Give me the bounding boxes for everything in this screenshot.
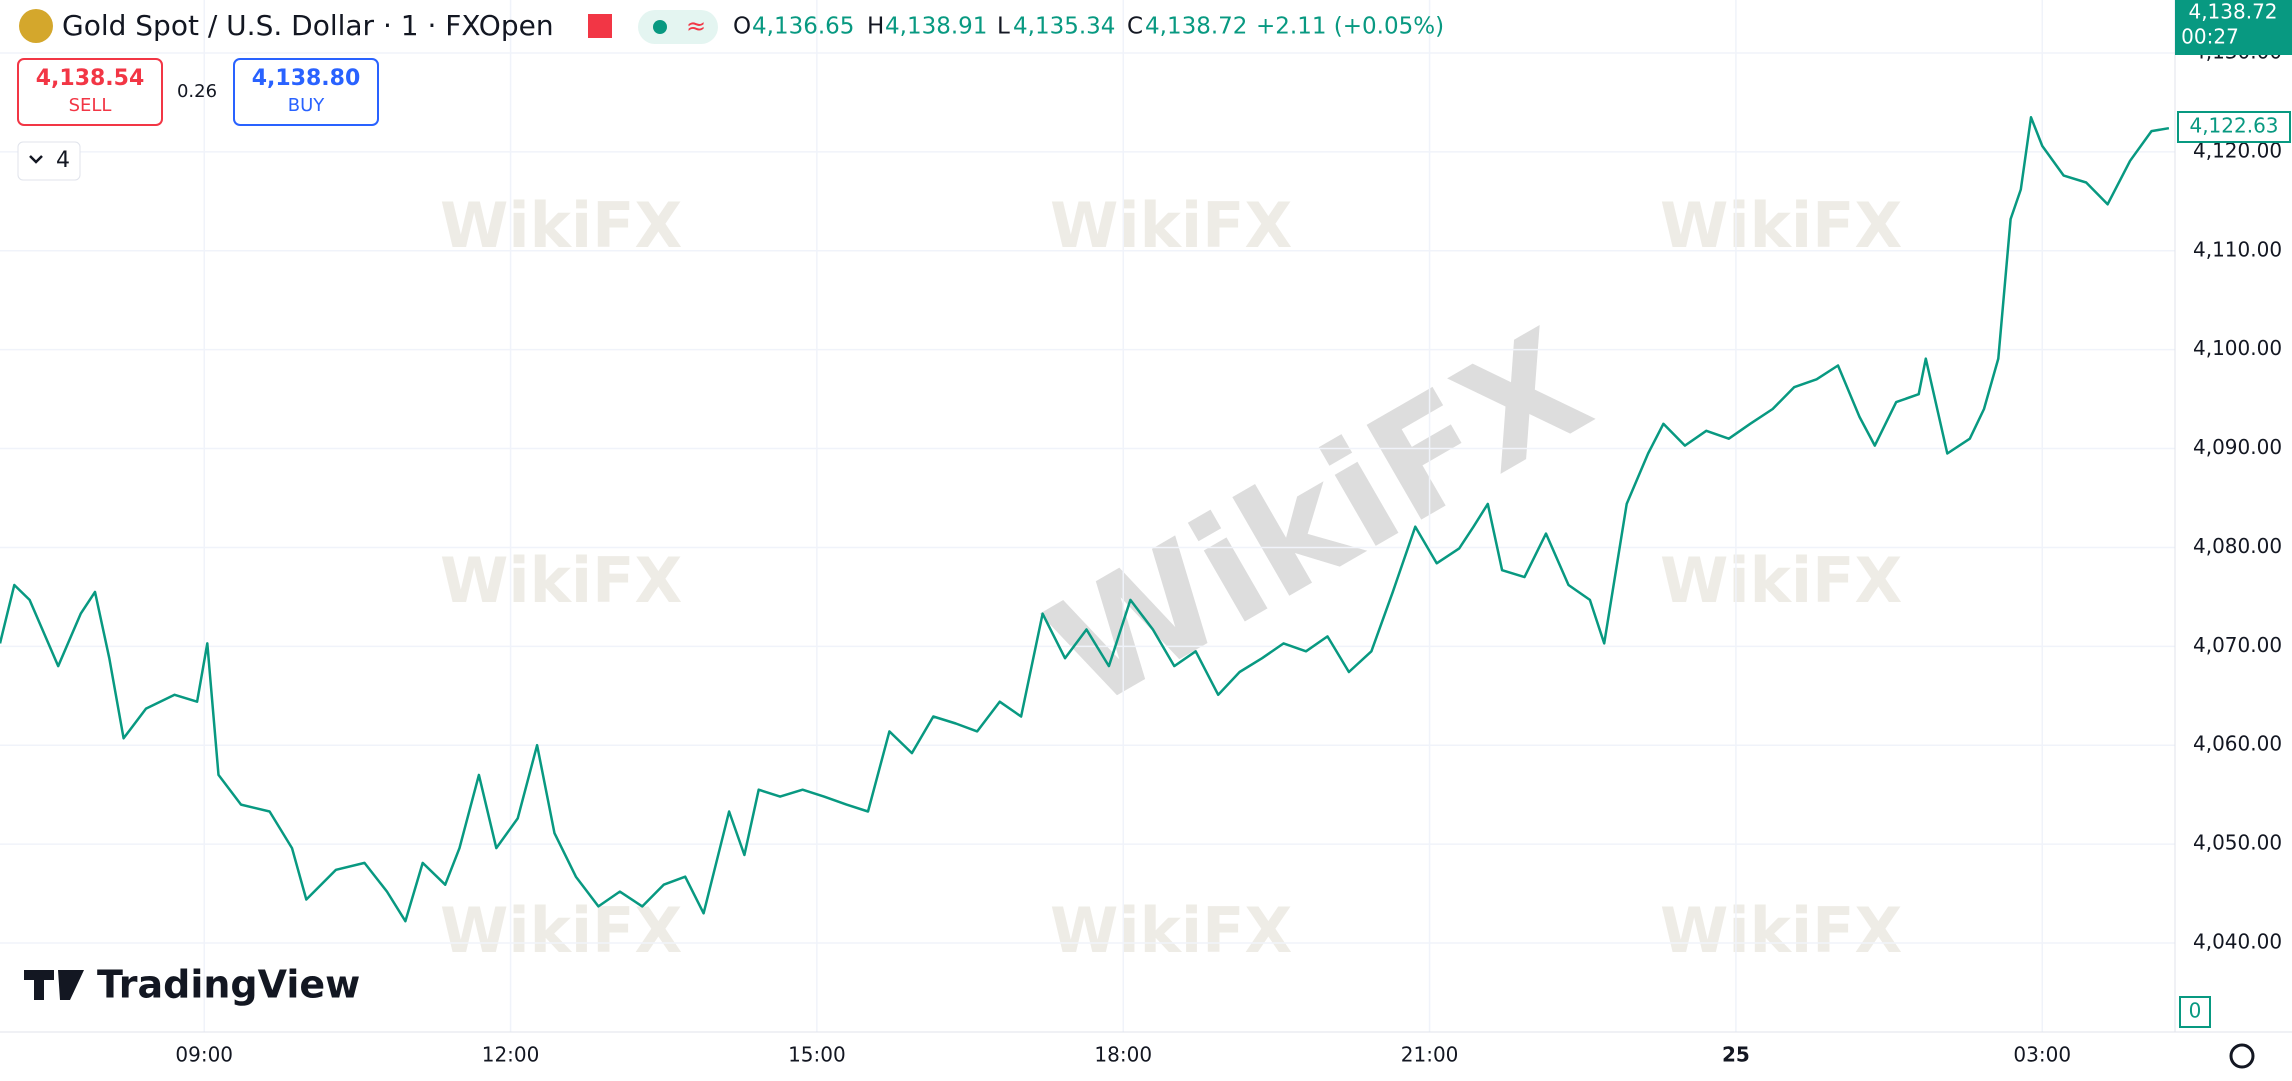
- indicator-count: 4: [56, 148, 70, 173]
- y-tick-label: 4,080.00: [2193, 534, 2282, 558]
- ohlc-value: 4,138.91: [885, 14, 987, 40]
- sell-button[interactable]: [17, 58, 163, 126]
- x-tick-label: 21:00: [1401, 1043, 1459, 1067]
- ohlc: O 4,136.65 H 4,138.91 L 4,135.34 C 4,138…: [733, 14, 1444, 40]
- status-pill: [638, 10, 718, 44]
- y-tick-label: 4,110.00: [2193, 237, 2282, 261]
- watermark: WikiFX: [1660, 189, 1902, 262]
- watermark: WikiFX: [1660, 894, 1902, 967]
- symbol-icon: [19, 9, 53, 43]
- x-tick-label: 12:00: [482, 1043, 540, 1067]
- watermark: WikiFX: [440, 544, 682, 617]
- volume-label: 0: [2189, 999, 2202, 1023]
- plot: [0, 116, 2170, 923]
- last-price: 4,122.63: [2189, 114, 2278, 138]
- watermark: WikiFX: [440, 189, 682, 262]
- delay-icon: ≈: [686, 12, 706, 40]
- price-line: [0, 116, 2170, 923]
- x-tick-label: 25: [1722, 1043, 1750, 1067]
- x-tick-label: 03:00: [2013, 1043, 2071, 1067]
- buy-label: BUY: [288, 95, 326, 116]
- watermark: WikiFX: [1660, 544, 1902, 617]
- logo-icon: [24, 970, 84, 1000]
- ohlc-value: 4,135.34: [1013, 14, 1115, 40]
- ohlc-label: H: [867, 14, 884, 40]
- chevron: [29, 155, 43, 164]
- grid: [0, 0, 2175, 1032]
- watermark: WikiFX: [1050, 894, 1292, 967]
- buy-button[interactable]: [233, 58, 379, 126]
- sell-price: 4,138.54: [36, 66, 145, 91]
- x-tick-label: 18:00: [1094, 1043, 1152, 1067]
- sell-label: SELL: [69, 95, 112, 116]
- market-open: [653, 20, 667, 34]
- last-price-tag: [2177, 111, 2291, 143]
- ohlc-label: O: [733, 14, 751, 40]
- ohlc-label: C: [1127, 14, 1143, 40]
- y-tick-label: 4,100.00: [2193, 336, 2282, 360]
- flag-icon[interactable]: [588, 14, 612, 38]
- y-tick-label: 4,060.00: [2193, 732, 2282, 756]
- symbol: Gold Spot / U.S. Dollar · 1 · FXOpen: [62, 9, 554, 42]
- x-tick-label: 09:00: [175, 1043, 233, 1067]
- y-tick-label: 4,050.00: [2193, 831, 2282, 855]
- ohlc-value: 4,136.65: [752, 14, 854, 40]
- watermark: WikiFX: [440, 894, 682, 967]
- volume-tag: [2179, 996, 2211, 1028]
- price-tag-value: 4,138.72: [2188, 0, 2277, 24]
- watermark: WikiFX: [1050, 189, 1292, 262]
- y-tick-label: 4,090.00: [2193, 435, 2282, 459]
- logo: TradingView: [97, 963, 360, 1007]
- y-tick-label: 4,040.00: [2193, 930, 2282, 954]
- buy-price: 4,138.80: [252, 66, 361, 91]
- change: +2.11 (+0.05%): [1256, 14, 1444, 40]
- indicators-toggle[interactable]: [17, 141, 81, 181]
- ohlc-label: L: [997, 14, 1010, 40]
- x-tick-label: 15:00: [788, 1043, 846, 1067]
- countdown: 00:27: [2181, 25, 2239, 49]
- watermark: WikiFX: [1022, 298, 1617, 742]
- settings-icon[interactable]: [2229, 1043, 2255, 1069]
- watermarks: WikiFX WikiFX WikiFX WikiFX WikiFX WikiF…: [440, 189, 1902, 967]
- ohlc-value: 4,138.72: [1145, 14, 1247, 40]
- price-tag: [2175, 0, 2292, 55]
- y-tick-label: 4,070.00: [2193, 633, 2282, 657]
- axes: 4,040.00 4,050.00 4,060.00 4,070.00 4,080.00…: [175, 40, 2282, 1067]
- spread: 0.26: [177, 81, 217, 102]
